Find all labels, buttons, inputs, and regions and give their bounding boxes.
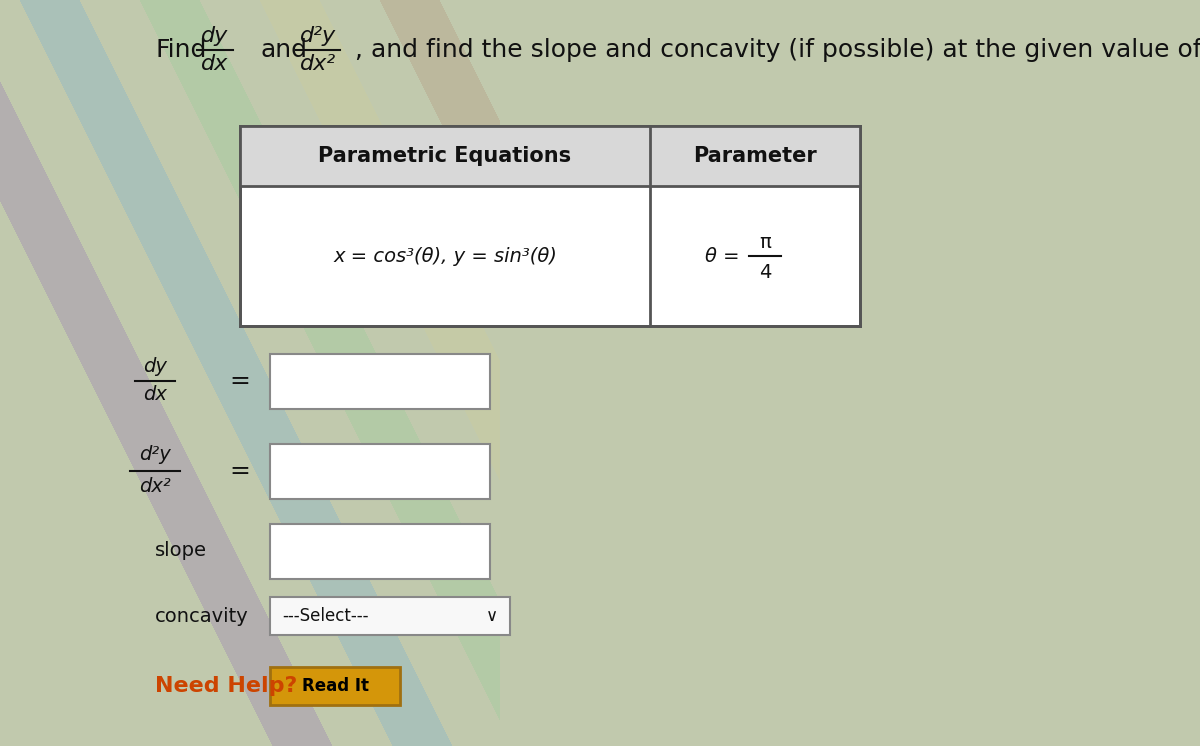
Text: , and find the slope and concavity (if possible) at the given value of t: , and find the slope and concavity (if p… <box>355 38 1200 62</box>
Text: dx: dx <box>202 54 229 74</box>
Text: d²y: d²y <box>300 26 336 46</box>
Text: dx: dx <box>143 386 167 404</box>
Text: 4: 4 <box>758 263 772 281</box>
FancyBboxPatch shape <box>270 444 490 498</box>
FancyBboxPatch shape <box>240 126 860 186</box>
Text: concavity: concavity <box>155 606 248 625</box>
Text: d²y: d²y <box>139 445 170 465</box>
FancyBboxPatch shape <box>270 667 400 705</box>
Text: dy: dy <box>143 357 167 377</box>
Text: Parameter: Parameter <box>694 146 817 166</box>
Text: =: = <box>229 369 251 393</box>
FancyBboxPatch shape <box>240 126 860 326</box>
Text: π: π <box>760 233 770 251</box>
Text: dx²: dx² <box>139 477 170 497</box>
Text: Need Help?: Need Help? <box>155 676 298 696</box>
Text: and: and <box>260 38 307 62</box>
Text: =: = <box>229 459 251 483</box>
Text: slope: slope <box>155 542 208 560</box>
Text: θ =: θ = <box>706 246 745 266</box>
FancyBboxPatch shape <box>270 354 490 409</box>
Text: ---Select---: ---Select--- <box>282 607 368 625</box>
Text: ∨: ∨ <box>486 607 498 625</box>
FancyBboxPatch shape <box>270 524 490 578</box>
Text: dx²: dx² <box>300 54 336 74</box>
Text: x = cos³(θ), y = sin³(θ): x = cos³(θ), y = sin³(θ) <box>334 246 557 266</box>
Text: Read It: Read It <box>301 677 368 695</box>
Text: Parametric Equations: Parametric Equations <box>318 146 571 166</box>
Text: dy: dy <box>202 26 229 46</box>
FancyBboxPatch shape <box>270 597 510 635</box>
Text: Find: Find <box>155 38 206 62</box>
